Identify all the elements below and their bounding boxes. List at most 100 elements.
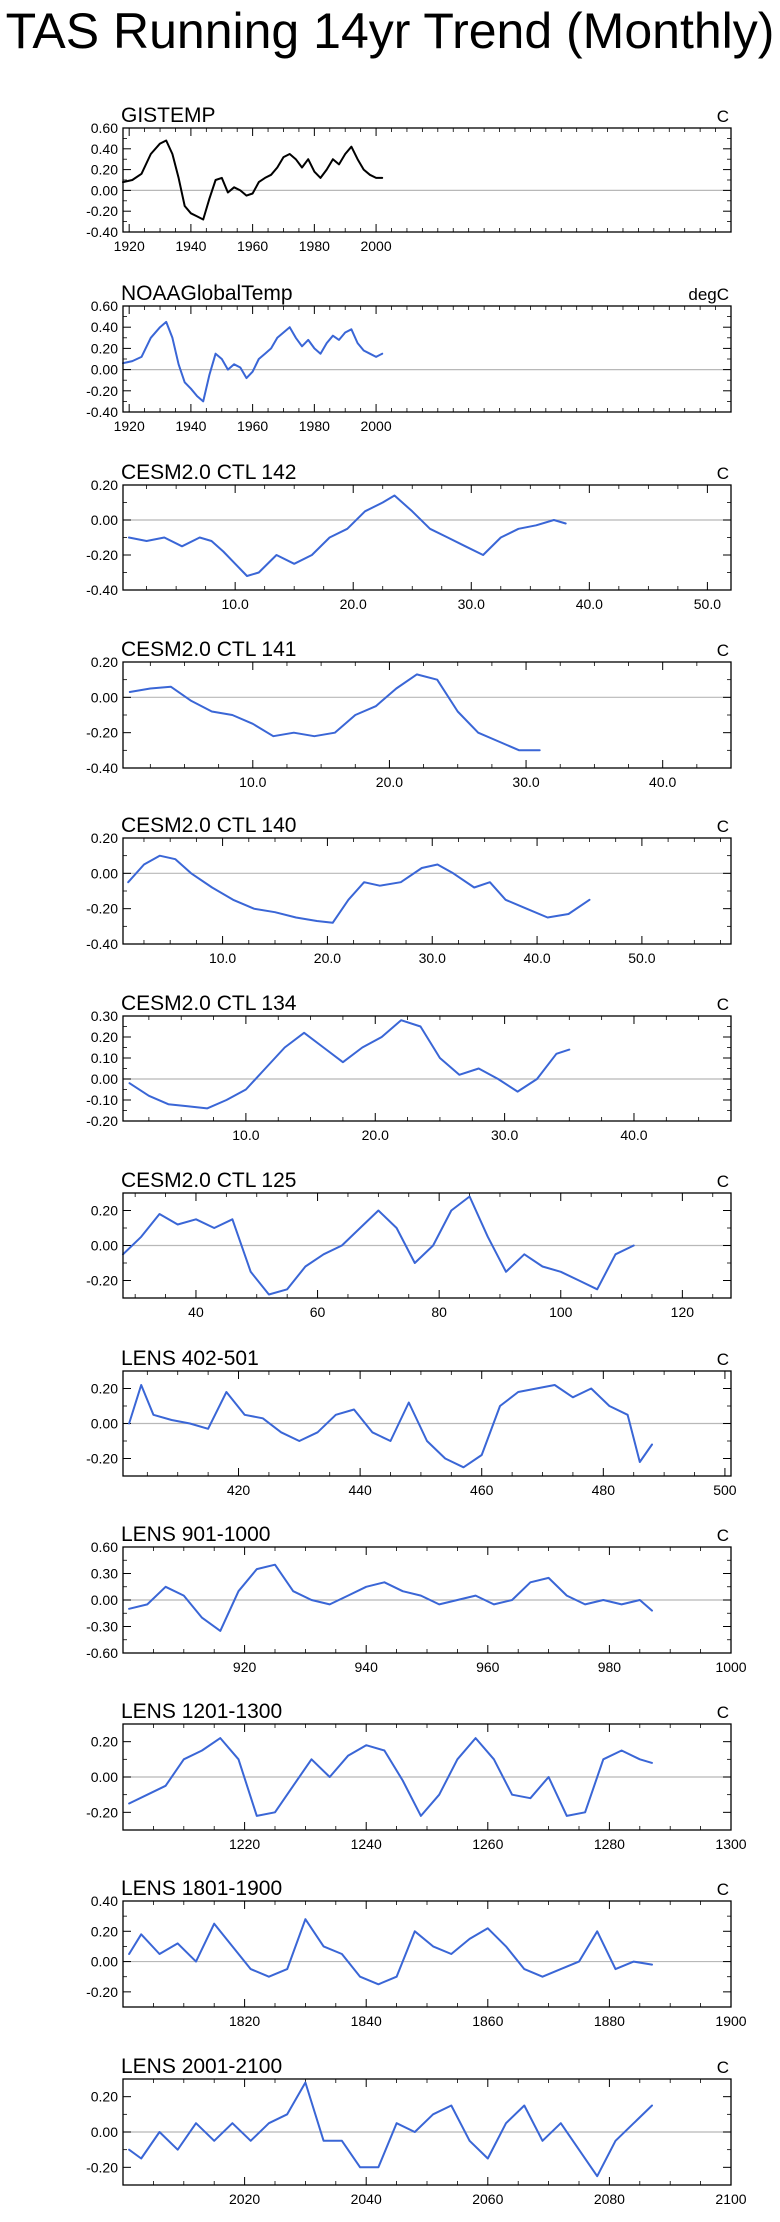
y-tick-label: -0.20 (86, 901, 118, 917)
chart-title: LENS 1801-1900 (121, 1877, 282, 1900)
x-tick-label: 1000 (715, 1659, 746, 1675)
y-tick-label: -0.20 (86, 1984, 118, 2000)
x-tick-label: 30.0 (491, 1127, 518, 1143)
x-tick-label: 940 (355, 1659, 379, 1675)
x-tick-label: 10.0 (222, 596, 249, 612)
y-tick-label: -0.40 (86, 936, 118, 952)
y-tick-label: -0.20 (86, 1113, 118, 1129)
y-tick-label: 0.00 (91, 1416, 118, 1432)
chart-panel: LENS 1801-1900 C -0.20 0.00 0.20 0.40 1820 1840… (86, 1877, 747, 2029)
units-label: C (717, 107, 729, 126)
chart-panel: CESM2.0 CTL 141 C -0.40 -0.20 0.00 0.20 10.0 20… (86, 638, 732, 790)
chart-panel: CESM2.0 CTL 134 C -0.20 -0.10 0.00 0.10 0.20 0.… (86, 992, 732, 1143)
y-tick-label: -0.20 (86, 383, 118, 399)
x-tick-label: 1940 (175, 418, 206, 434)
x-tick-label: 1940 (175, 238, 206, 254)
y-tick-label: 0.40 (91, 1893, 118, 1909)
chart-title: LENS 1201-1300 (121, 1700, 282, 1723)
y-tick-label: 0.00 (91, 689, 118, 705)
plot-frame (122, 2078, 732, 2186)
units-label: C (717, 464, 729, 483)
x-tick-label: 1880 (594, 2013, 625, 2029)
y-tick-label: 0.20 (91, 1203, 118, 1219)
y-tick-label: 0.00 (91, 512, 118, 528)
x-tick-label: 50.0 (628, 950, 655, 966)
x-tick-label: 1860 (472, 2013, 503, 2029)
x-tick-label: 960 (476, 1659, 500, 1675)
x-tick-label: 500 (713, 1482, 737, 1498)
y-tick-label: 0.20 (91, 162, 118, 178)
x-tick-label: 20.0 (340, 596, 367, 612)
chart-title: LENS 2001-2100 (121, 2055, 282, 2078)
y-tick-label: 0.40 (91, 141, 118, 157)
units-label: degC (688, 285, 729, 304)
x-tick-label: 1820 (229, 2013, 260, 2029)
y-tick-label: 0.00 (91, 865, 118, 881)
y-tick-label: -0.20 (86, 1273, 118, 1289)
x-tick-label: 40.0 (649, 774, 676, 790)
x-tick-label: 10.0 (232, 1127, 259, 1143)
series-line (122, 320, 384, 403)
x-tick-label: 40.0 (576, 596, 603, 612)
x-tick-label: 50.0 (694, 596, 721, 612)
x-tick-label: 1280 (594, 1836, 625, 1852)
series-line (127, 854, 591, 924)
series-line (128, 1918, 653, 1986)
units-label: C (717, 1880, 729, 1899)
y-tick-label: -0.20 (86, 1451, 118, 1467)
series-line (128, 1384, 653, 1469)
x-tick-label: 2040 (351, 2191, 382, 2207)
y-tick-label: -0.20 (86, 2159, 118, 2175)
y-tick-label: -0.20 (86, 1804, 118, 1820)
y-tick-label: -0.40 (86, 760, 118, 776)
chart-title: LENS 901-1000 (121, 1523, 270, 1546)
y-tick-label: 0.00 (91, 2124, 118, 2140)
x-tick-label: 1960 (237, 418, 268, 434)
x-tick-label: 1920 (114, 238, 145, 254)
x-tick-label: 1980 (299, 238, 330, 254)
y-tick-label: 0.60 (91, 120, 118, 136)
y-tick-label: -0.30 (86, 1619, 118, 1635)
y-tick-label: -0.10 (86, 1092, 118, 1108)
y-tick-label: 0.30 (91, 1566, 118, 1582)
y-tick-label: 0.00 (91, 1769, 118, 1785)
y-tick-label: 0.20 (91, 340, 118, 356)
chart-panel: LENS 1201-1300 C -0.20 0.00 0.20 1220 1240 1260… (86, 1700, 747, 1852)
units-label: C (717, 2058, 729, 2077)
chart-panel: CESM2.0 CTL 125 C -0.20 0.00 0.20 40 60 80 100 12… (86, 1169, 732, 1320)
y-tick-label: 0.00 (91, 1592, 118, 1608)
chart-title: CESM2.0 CTL 134 (121, 992, 297, 1015)
x-tick-label: 2060 (472, 2191, 503, 2207)
plot-frame (122, 661, 732, 769)
x-tick-label: 2100 (715, 2191, 746, 2207)
y-tick-label: 0.00 (91, 182, 118, 198)
y-tick-label: -0.20 (86, 725, 118, 741)
chart-panel: LENS 402-501 C -0.20 0.00 0.20 420 440 460 480 50… (86, 1347, 737, 1498)
x-tick-label: 420 (227, 1482, 251, 1498)
x-tick-label: 920 (233, 1659, 257, 1675)
y-tick-label: 0.20 (91, 1923, 118, 1939)
x-tick-label: 2000 (360, 418, 391, 434)
chart-panel: NOAAGlobalTemp degC -0.40 -0.20 0.00 0.20 0.40… (86, 282, 732, 434)
x-tick-label: 10.0 (209, 950, 236, 966)
y-tick-label: 0.20 (91, 2089, 118, 2105)
series-line (128, 1563, 653, 1632)
y-tick-label: 0.00 (91, 362, 118, 378)
x-tick-label: 1960 (237, 238, 268, 254)
x-tick-label: 1300 (715, 1836, 746, 1852)
plot-frame (122, 837, 732, 945)
chart-title: CESM2.0 CTL 142 (121, 461, 296, 484)
y-tick-label: -0.40 (86, 404, 118, 420)
x-tick-label: 120 (671, 1304, 695, 1320)
series-line (127, 494, 567, 577)
y-tick-label: -0.40 (86, 582, 118, 598)
plot-frame (122, 305, 732, 413)
units-label: C (717, 817, 729, 836)
x-tick-label: 440 (348, 1482, 372, 1498)
x-tick-label: 1900 (715, 2013, 746, 2029)
y-tick-label: 0.20 (91, 654, 118, 670)
y-tick-label: -0.60 (86, 1645, 118, 1661)
plot-frame (122, 127, 732, 233)
y-tick-label: 0.20 (91, 477, 118, 493)
